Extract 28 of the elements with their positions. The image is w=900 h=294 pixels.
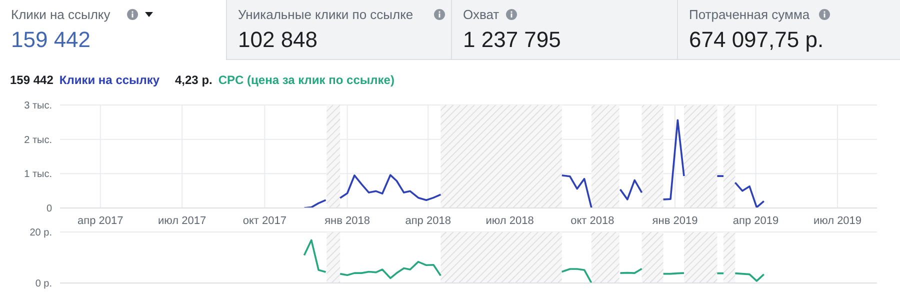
x-tick-label: апр 2018: [405, 214, 451, 227]
text: 159 442: [11, 27, 91, 53]
x-tick-label: окт 2017: [242, 214, 287, 227]
y-tick-label: 3 тыс.: [24, 100, 52, 112]
text: Клики на ссылку: [59, 73, 160, 87]
x-tick-label: апр 2017: [78, 214, 124, 227]
text: 1 237 795: [463, 27, 561, 53]
x-tick-label: июл 2019: [813, 214, 862, 227]
x-tick-label: окт 2018: [570, 214, 614, 227]
x-tick-label: апр 2019: [732, 214, 779, 227]
text: Уникальные клики по ссылке: [238, 7, 414, 22]
text: Охват: [463, 7, 500, 22]
text: CPC (цена за клик по ссылке): [218, 73, 394, 87]
x-tick-label: янв 2018: [324, 214, 370, 227]
y-tick-label: 20 р.: [30, 228, 52, 239]
text: 102 848: [238, 27, 318, 53]
x-tick-label: янв 2019: [652, 214, 698, 227]
text: 674 097,75 р.: [689, 27, 824, 53]
y-tick-label: 0: [46, 204, 52, 215]
text: Клики на ссылку: [11, 7, 110, 22]
text: 4,23 р.: [175, 73, 212, 87]
text: Потраченная сумма: [689, 7, 810, 22]
y-tick-label: 2 тыс.: [24, 134, 52, 146]
text: 159 442: [10, 73, 54, 87]
x-tick-label: июл 2017: [158, 214, 206, 227]
y-tick-label: 0 р.: [35, 278, 52, 290]
y-tick-label: 1 тыс.: [24, 169, 52, 180]
x-tick-label: июл 2018: [486, 214, 534, 227]
